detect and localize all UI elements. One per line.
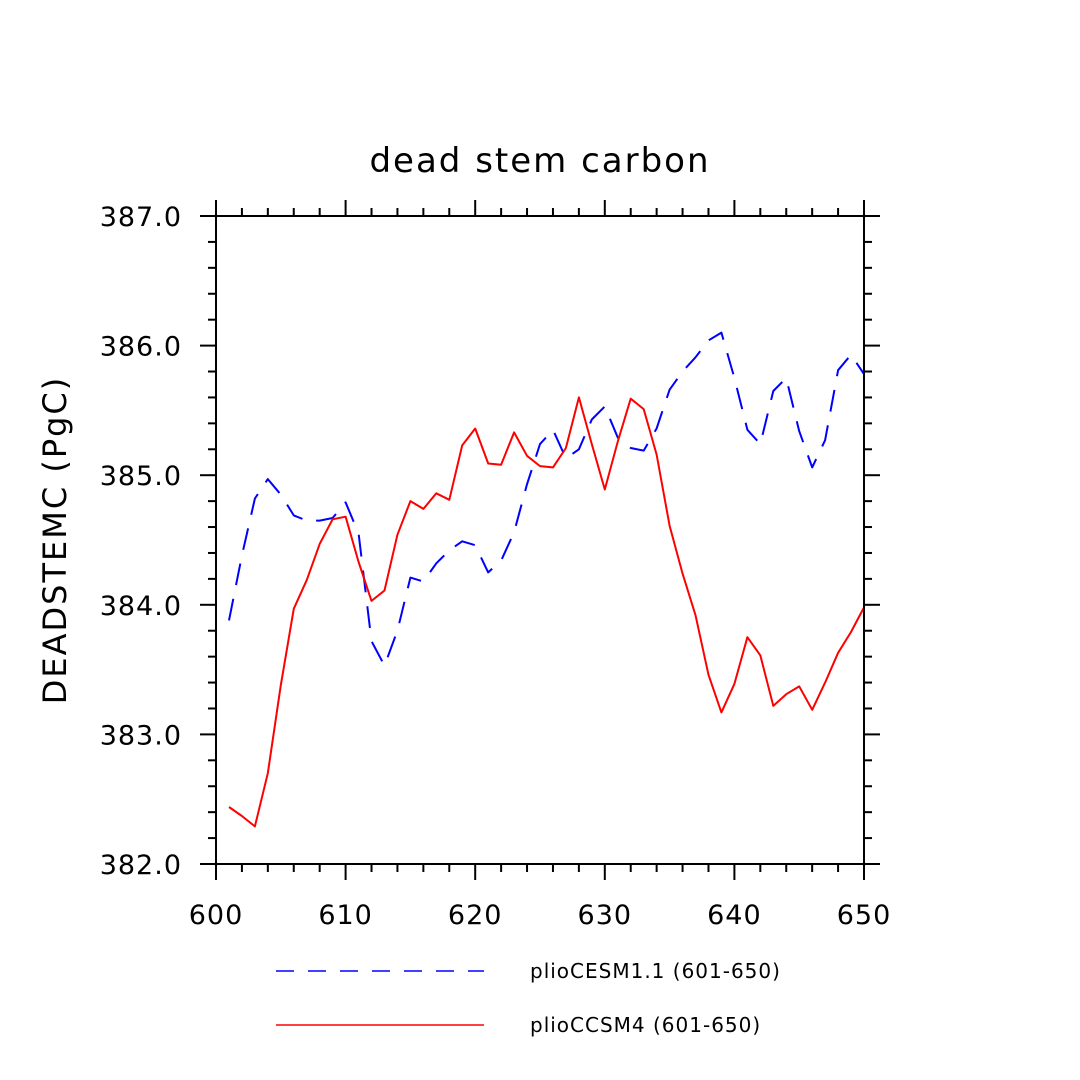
legend-label: plioCCSM4 (601-650) — [530, 1013, 761, 1037]
plot-frame — [215, 215, 865, 865]
x-tick-label: 610 — [318, 900, 373, 931]
y-tick-label: 385.0 — [100, 461, 182, 492]
x-tick-label: 600 — [189, 900, 244, 931]
x-tick-label: 650 — [837, 900, 892, 931]
tick-labels: 600 610 620 630 640 650 382.0 383.0 384.0 385.0 38… — [100, 202, 892, 931]
series-lines — [228, 331, 865, 828]
series-line-plioccsm4 — [228, 396, 865, 828]
legend: plioCESM1.1 (601-650) plioCCSM4 (601-650) — [276, 959, 781, 1037]
y-tick-label: 384.0 — [100, 591, 182, 622]
x-tick-label: 640 — [707, 900, 762, 931]
y-tick-label: 383.0 — [100, 720, 182, 751]
y-tick-label: 382.0 — [100, 850, 182, 881]
chart-title: dead stem carbon — [369, 141, 710, 181]
y-tick-label: 387.0 — [100, 202, 182, 233]
ticks — [200, 200, 880, 880]
y-tick-label: 386.0 — [100, 332, 182, 363]
y-axis-label: DEADSTEMC (PgC) — [36, 376, 74, 705]
series-line-pliocesm11 — [228, 331, 865, 667]
x-tick-label: 620 — [448, 900, 503, 931]
x-tick-label: 630 — [578, 900, 633, 931]
legend-label: plioCESM1.1 (601-650) — [530, 959, 781, 983]
